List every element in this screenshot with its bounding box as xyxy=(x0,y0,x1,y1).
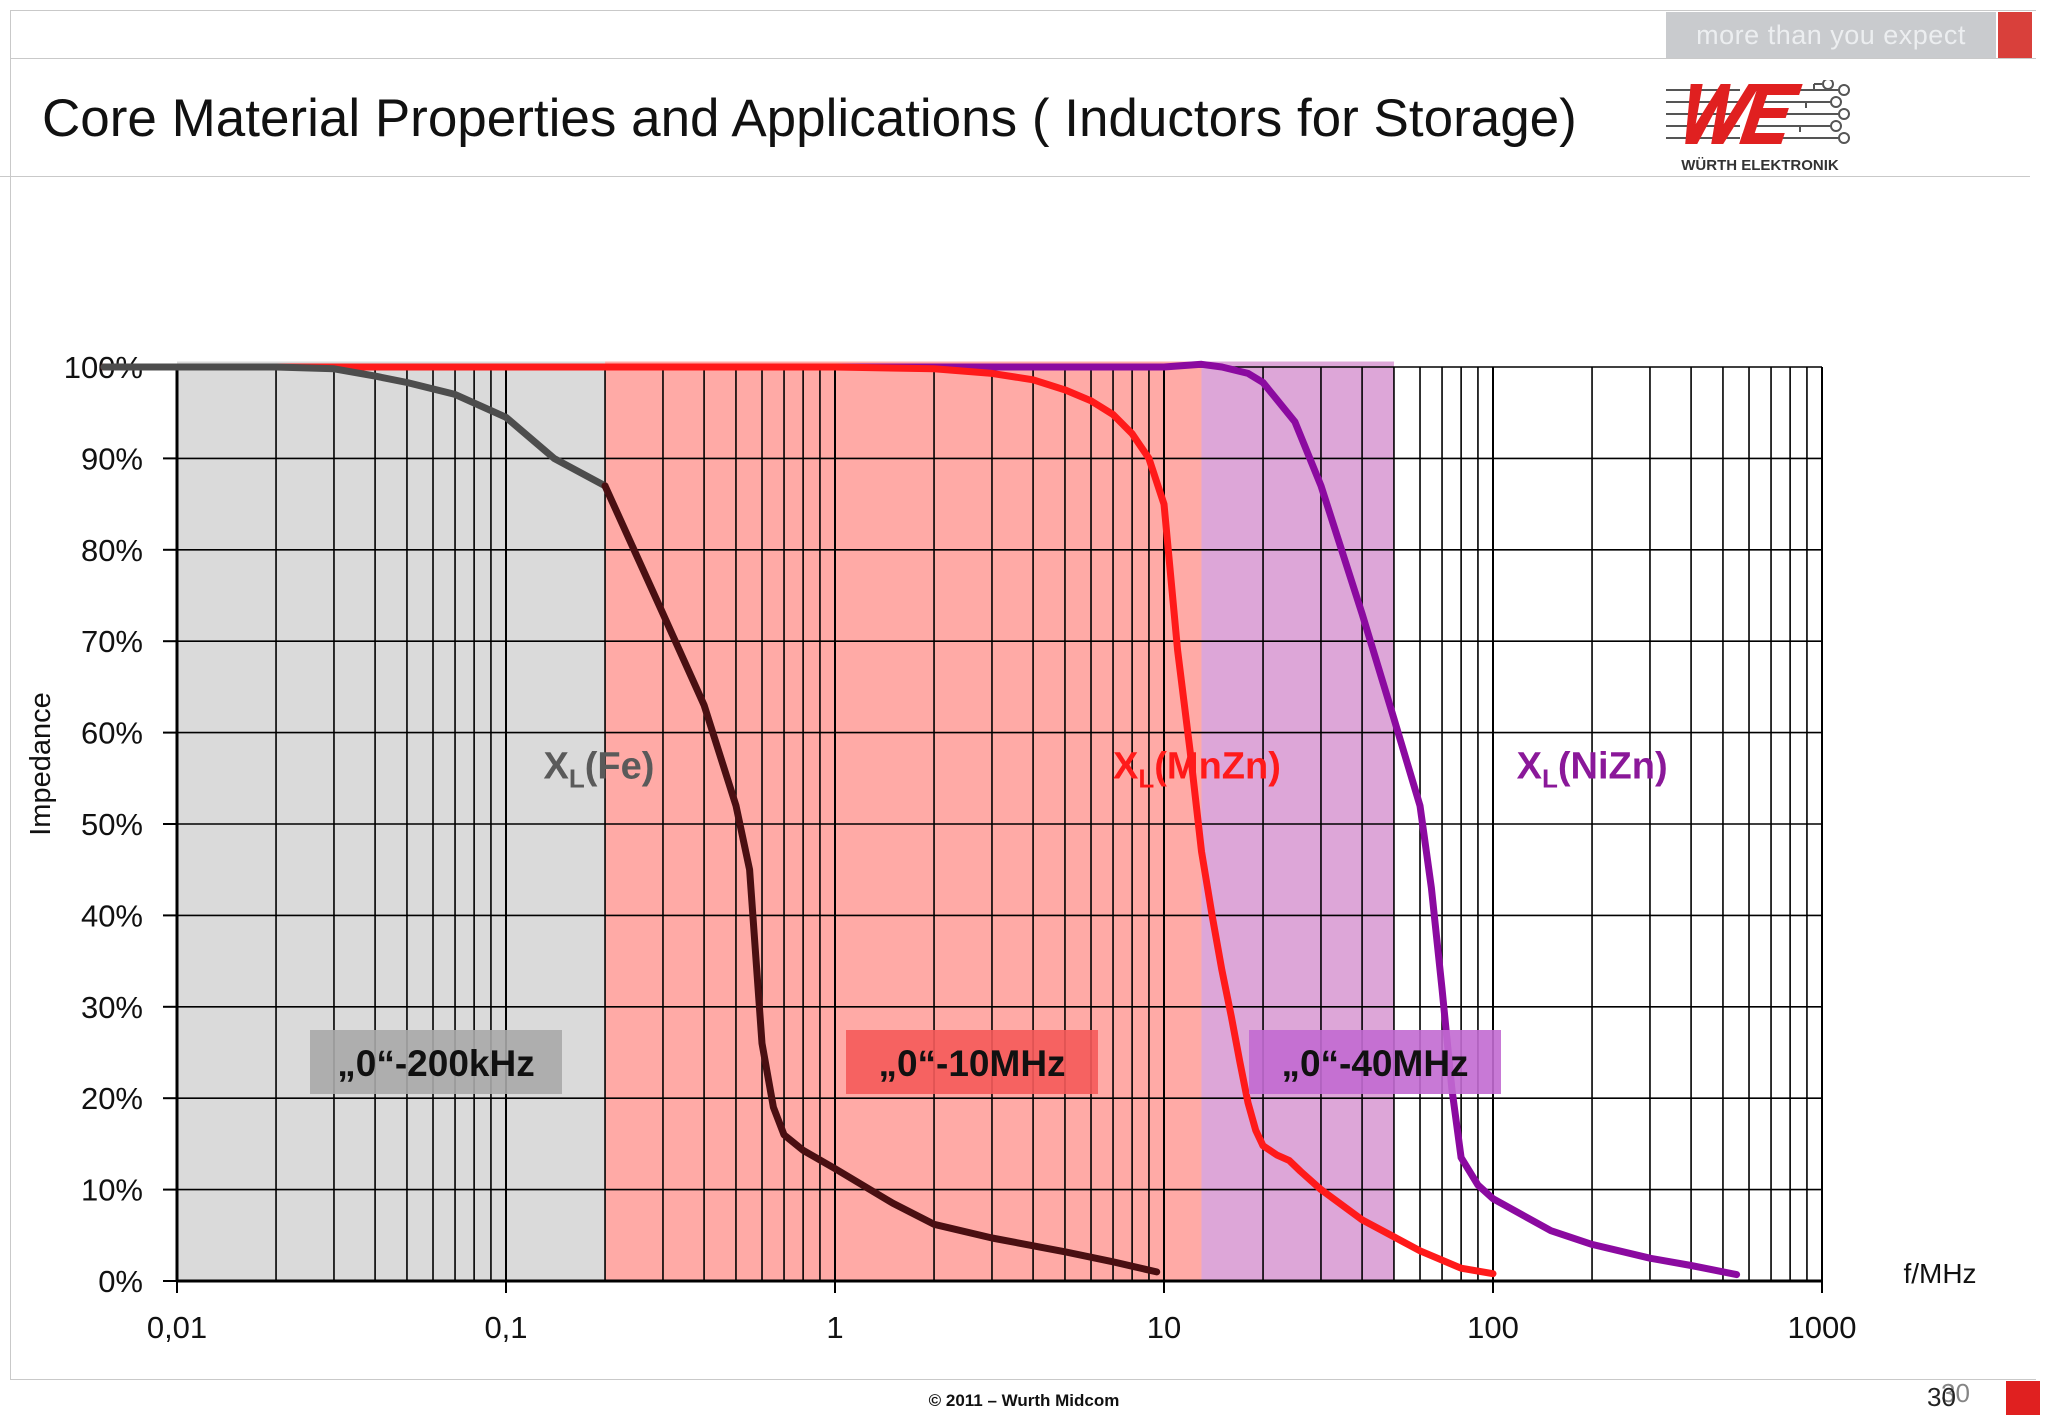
band-range-label: „0“-200kHz xyxy=(337,1043,534,1084)
band-range-box xyxy=(310,1030,562,1094)
x-tick-label: 1 xyxy=(826,1310,843,1345)
axes: 0%10%20%30%40%50%60%70%80%90%100%0,01 0,1… xyxy=(25,350,1977,1345)
x-tick-label: 0,01 xyxy=(147,1310,207,1345)
series-name-label: XL(Fe) xyxy=(543,745,654,793)
x-tick-label: 1000 xyxy=(1788,1310,1857,1345)
band-range-box xyxy=(846,1030,1098,1094)
x-tick-label: 100 xyxy=(1467,1310,1519,1345)
series-line-fe-tail xyxy=(601,482,1161,1276)
tagline-accent xyxy=(1998,12,2032,58)
band-2 xyxy=(1201,361,1394,1281)
band-0 xyxy=(177,361,606,1281)
frequency-bands xyxy=(177,361,1394,1281)
y-tick-label: 0% xyxy=(98,1264,143,1299)
band-range-label: „0“-40MHz xyxy=(1281,1043,1468,1084)
x-tick-label: 10 xyxy=(1147,1310,1181,1345)
logo-wordmark: WÜRTH ELEKTRONIK xyxy=(1681,157,1839,174)
frame-top-border xyxy=(10,10,2036,11)
y-tick-label: 30% xyxy=(81,990,143,1025)
series-lines xyxy=(100,360,1741,1279)
chart-labels: XL(Fe) XL(MnZn) XL(NiZn) „0“-200kHz „0“-10MH… xyxy=(310,745,1668,1094)
title-rule-bottom xyxy=(0,176,2030,177)
x-axis-label: f/MHz xyxy=(1903,1258,1976,1289)
footer-accent xyxy=(2006,1381,2040,1415)
series-name-label: XL(NiZn) xyxy=(1517,745,1668,793)
y-tick-label: 90% xyxy=(81,441,143,476)
title-rule-top xyxy=(10,58,2036,59)
series-line-mnzn xyxy=(100,363,1497,1278)
page-number: 30 xyxy=(1927,1382,1956,1412)
series-name-label: XL(MnZn) xyxy=(1113,745,1281,793)
y-tick-label: 40% xyxy=(81,898,143,933)
footer-copyright: © 2011 – Wurth Midcom xyxy=(928,1391,1120,1410)
series-line-fe xyxy=(100,363,609,490)
series-line-nizn xyxy=(601,360,1741,1279)
wurth-elektronik-logo: WÜRTH ELEKTRONIK xyxy=(1666,80,1850,174)
y-tick-label: 50% xyxy=(81,807,143,842)
tagline-banner: more than you expect xyxy=(1666,12,1996,58)
y-tick-label: 60% xyxy=(81,716,143,751)
band-range-label: „0“-10MHz xyxy=(878,1043,1065,1084)
page-number-ghost: 30 xyxy=(1941,1378,1970,1408)
band-1 xyxy=(605,361,1202,1281)
frame-bottom-border xyxy=(10,1379,2036,1380)
page-title: Core Material Properties and Application… xyxy=(42,89,1577,148)
x-tick-label: 0,1 xyxy=(484,1310,527,1345)
frame-left-border xyxy=(10,10,11,1380)
y-tick-label: 10% xyxy=(81,1173,143,1208)
y-tick-label: 80% xyxy=(81,533,143,568)
band-range-box xyxy=(1249,1030,1501,1094)
y-tick-label: 70% xyxy=(81,624,143,659)
y-axis-label: Impedance xyxy=(25,692,57,836)
y-tick-label: 20% xyxy=(81,1081,143,1116)
